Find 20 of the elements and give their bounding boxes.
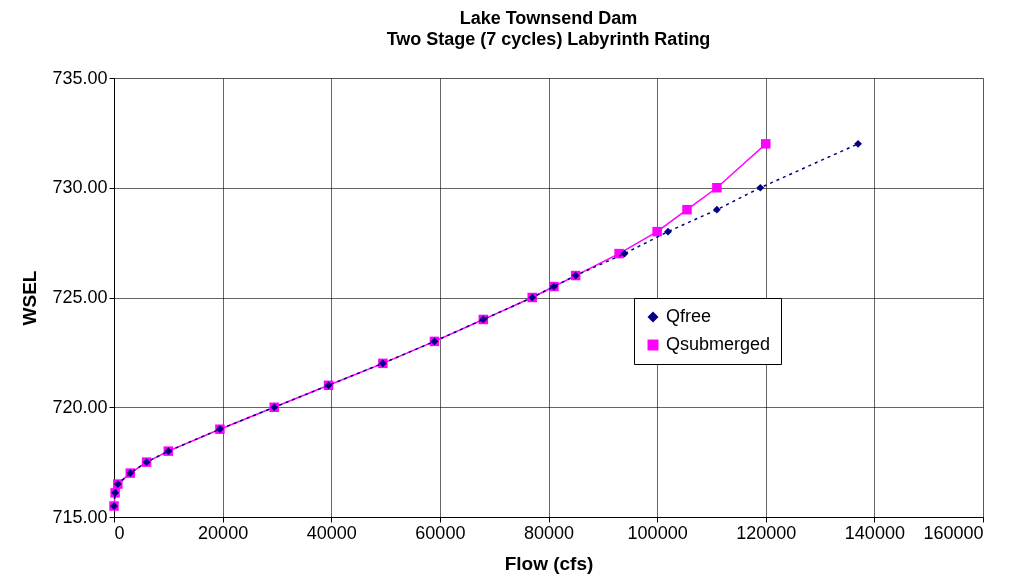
x-tick-label: 120000 [736,522,797,543]
y-tick-label: 720.00 [52,396,108,417]
x-tick-label: 160000 [923,522,984,543]
x-tick-label: 20000 [198,522,249,543]
legend-label: Qfree [666,306,712,326]
x-tick-label: 140000 [844,522,905,543]
x-axis-title: Flow (cfs) [504,552,594,574]
y-tick-label: 730.00 [52,177,108,198]
x-tick-label: 80000 [523,522,575,543]
x-tick-label: 40000 [306,522,357,543]
legend-label: Qsubmerged [666,334,771,354]
chart-subtitle: Two Stage (7 cycles) Labyrinth Rating [386,29,711,49]
x-tick-label: 100000 [627,522,688,543]
x-tick-label: 60000 [415,522,466,543]
y-tick-label: 715.00 [52,506,108,527]
chart-title: Lake Townsend Dam [459,8,638,28]
y-tick-label: 725.00 [52,287,108,307]
y-axis-title: WSEL [19,270,41,326]
x-tick-label: 0 [114,522,125,543]
y-tick-label: 735.00 [52,67,108,88]
